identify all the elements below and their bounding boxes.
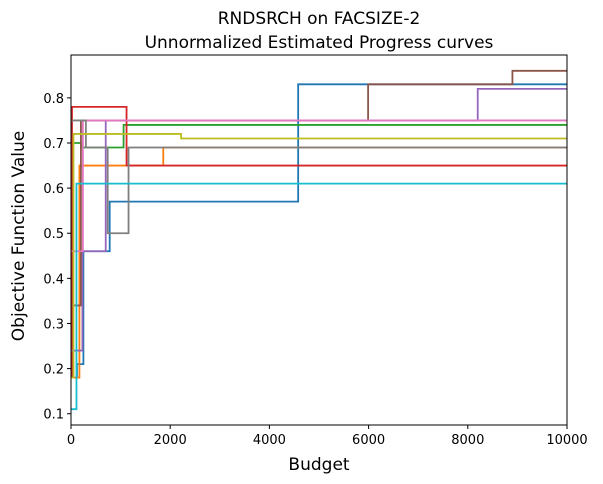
series-line-5 xyxy=(71,87,567,352)
series-line-1 xyxy=(71,83,567,379)
x-tick-label: 8000 xyxy=(451,433,484,448)
y-tick-label: 0.4 xyxy=(43,272,64,287)
x-axis-ticks: 0 2000 4000 6000 8000 10000 xyxy=(67,425,588,448)
x-tick-label: 6000 xyxy=(352,433,385,448)
x-tick-label: 10000 xyxy=(546,433,587,448)
y-axis-ticks: 0.1 0.2 0.3 0.4 0.5 0.6 0.7 0.8 xyxy=(43,92,71,423)
y-tick-label: 0.8 xyxy=(43,92,64,107)
y-tick-label: 0.2 xyxy=(43,363,64,378)
series-line-2 xyxy=(71,146,567,379)
series-line-10 xyxy=(71,182,567,411)
y-axis-label: Objective Function Value xyxy=(9,131,29,341)
x-tick-label: 4000 xyxy=(253,433,286,448)
plot-frame xyxy=(70,54,568,426)
y-tick-label: 0.1 xyxy=(43,408,64,423)
x-tick-label: 0 xyxy=(67,433,75,448)
y-tick-label: 0.7 xyxy=(43,137,64,152)
series-line-6 xyxy=(71,69,567,307)
series-line-7 xyxy=(71,119,567,253)
y-tick-label: 0.6 xyxy=(43,182,64,197)
series-line-8 xyxy=(71,119,567,235)
chart-subtitle: Unnormalized Estimated Progress curves xyxy=(145,33,494,53)
series-line-9 xyxy=(71,133,567,379)
x-tick-label: 2000 xyxy=(154,433,187,448)
y-tick-label: 0.5 xyxy=(43,227,64,242)
series-layer xyxy=(71,69,567,411)
x-axis-label: Budget xyxy=(288,455,349,475)
y-tick-label: 0.3 xyxy=(43,317,64,332)
chart-title: RNDSRCH on FACSIZE-2 xyxy=(218,9,421,29)
series-line-3 xyxy=(71,124,567,379)
